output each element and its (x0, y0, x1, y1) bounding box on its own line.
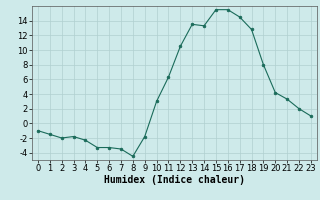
X-axis label: Humidex (Indice chaleur): Humidex (Indice chaleur) (104, 175, 245, 185)
